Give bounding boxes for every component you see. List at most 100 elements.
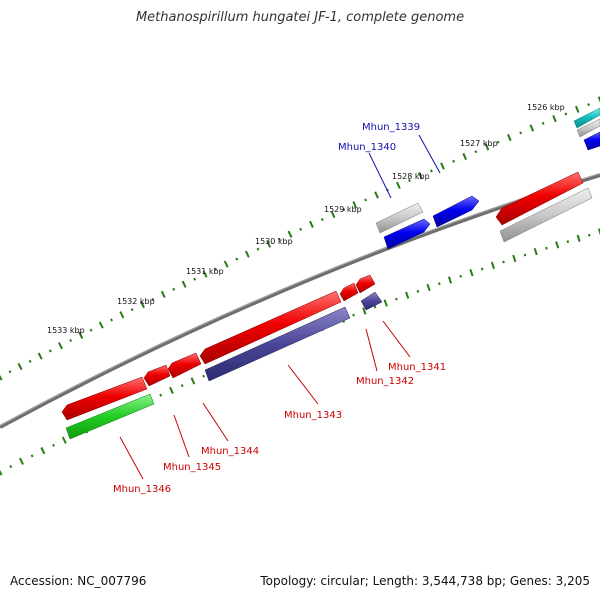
gene-label-mhun-1339[interactable]: Mhun_1339 — [362, 122, 420, 133]
minor-tick — [69, 338, 73, 343]
major-tick — [19, 457, 24, 465]
major-tick — [140, 300, 145, 309]
minor-tick — [407, 178, 411, 183]
reverse-strand-genes — [61, 171, 593, 440]
gene-arrow[interactable] — [199, 290, 342, 365]
major-tick — [598, 228, 600, 236]
gene-arrow-mhun-1342[interactable] — [339, 282, 359, 302]
minor-tick — [587, 233, 591, 237]
minor-tick — [496, 140, 500, 144]
gene-arrow[interactable] — [583, 131, 600, 151]
minor-tick — [110, 318, 113, 322]
minor-tick — [8, 370, 12, 374]
gene-label-mhun-1342[interactable]: Mhun_1342 — [356, 376, 414, 387]
minor-tick — [564, 112, 568, 116]
gene-arrow[interactable] — [576, 118, 600, 138]
minor-tick — [395, 297, 398, 301]
minor-tick — [364, 198, 368, 202]
gene-label-mhun-1341[interactable]: Mhun_1341 — [388, 362, 446, 373]
major-tick — [418, 172, 423, 180]
major-tick — [37, 352, 43, 360]
minor-tick — [256, 247, 260, 251]
minor-tick — [277, 237, 281, 241]
gene-labels: Mhun_1339 Mhun_1340 Mhun_1341 Mhun_1342 … — [113, 122, 446, 495]
minor-tick — [437, 282, 441, 286]
major-tick — [0, 374, 3, 381]
major-tick — [469, 268, 474, 277]
major-tick — [287, 230, 293, 238]
ruler-label-1527: 1527 kbp — [460, 139, 498, 148]
minor-tick — [130, 308, 134, 312]
gene-arrow[interactable] — [61, 376, 148, 421]
minor-tick — [151, 297, 155, 301]
minor-tick — [28, 359, 32, 363]
accession-text: Accession: NC_007796 — [10, 574, 147, 588]
ruler-label-1533: 1533 kbp — [47, 326, 85, 335]
major-tick — [78, 331, 84, 339]
major-tick — [169, 386, 174, 395]
major-tick — [529, 124, 535, 132]
minor-tick — [416, 289, 420, 293]
gene-arrow-mhun-1344[interactable] — [167, 352, 202, 379]
major-tick — [405, 291, 410, 299]
major-tick — [383, 299, 388, 307]
major-tick — [58, 342, 63, 350]
minor-tick — [373, 305, 377, 309]
minor-tick — [342, 208, 346, 212]
gene-arrow-mhun-1340[interactable] — [383, 218, 431, 250]
major-tick — [40, 447, 46, 455]
gene-label-mhun-1345[interactable]: Mhun_1345 — [163, 462, 221, 473]
major-tick — [512, 254, 517, 263]
minor-tick — [30, 454, 34, 458]
minor-tick — [52, 443, 55, 447]
gene-arrow[interactable] — [573, 107, 600, 129]
gene-label-mhun-1340[interactable]: Mhun_1340 — [338, 142, 396, 153]
genome-summary-text: Topology: circular; Length: 3,544,738 bp… — [260, 574, 590, 588]
minor-tick — [172, 287, 176, 291]
gene-arrow-mhun-1339[interactable] — [432, 195, 480, 228]
minor-tick — [214, 267, 218, 271]
gene-arrow-mhun-1346[interactable] — [65, 393, 155, 440]
label-leader-lines — [119, 134, 441, 480]
gene-label-mhun-1344[interactable]: Mhun_1344 — [201, 446, 259, 457]
gene-arrow[interactable] — [375, 202, 424, 234]
major-tick — [426, 283, 431, 292]
major-tick — [576, 234, 581, 242]
gene-arrow-mhun-1343[interactable] — [204, 306, 351, 382]
gene-arrow[interactable] — [499, 187, 593, 243]
minor-tick — [202, 374, 205, 378]
major-tick — [352, 201, 358, 209]
gene-arrow[interactable] — [495, 171, 584, 226]
major-tick — [0, 469, 3, 476]
gene-label-mhun-1346[interactable]: Mhun_1346 — [113, 484, 171, 495]
ruler-labels: 1526 kbp 1527 kbp 1528 kbp 1529 kbp 1530… — [47, 103, 565, 335]
major-tick — [552, 115, 557, 123]
major-tick — [98, 321, 104, 329]
major-tick — [440, 162, 445, 170]
major-tick — [396, 181, 401, 189]
gene-arrow[interactable] — [360, 291, 383, 311]
major-tick — [484, 143, 490, 151]
ruler-label-1531: 1531 kbp — [186, 267, 224, 276]
gene-arrow-mhun-1345[interactable] — [143, 364, 171, 387]
minor-tick — [430, 169, 433, 173]
ruler-label-1528: 1528 kbp — [392, 172, 430, 181]
inner-tick-ring — [0, 228, 600, 476]
major-tick — [330, 210, 336, 219]
minor-tick — [523, 253, 527, 257]
major-tick — [555, 241, 560, 249]
major-tick — [574, 105, 580, 113]
minor-tick — [299, 227, 303, 231]
minor-tick — [474, 150, 478, 154]
major-tick — [190, 377, 196, 385]
minor-tick — [320, 217, 324, 222]
gene-arrow-mhun-1341[interactable] — [355, 274, 376, 294]
gene-label-mhun-1343[interactable]: Mhun_1343 — [284, 410, 342, 421]
ruler-label-1532: 1532 kbp — [117, 297, 155, 306]
major-tick — [374, 191, 379, 199]
minor-tick — [352, 313, 355, 317]
minor-tick — [48, 349, 52, 353]
major-tick — [362, 307, 367, 315]
minor-tick — [235, 257, 239, 261]
